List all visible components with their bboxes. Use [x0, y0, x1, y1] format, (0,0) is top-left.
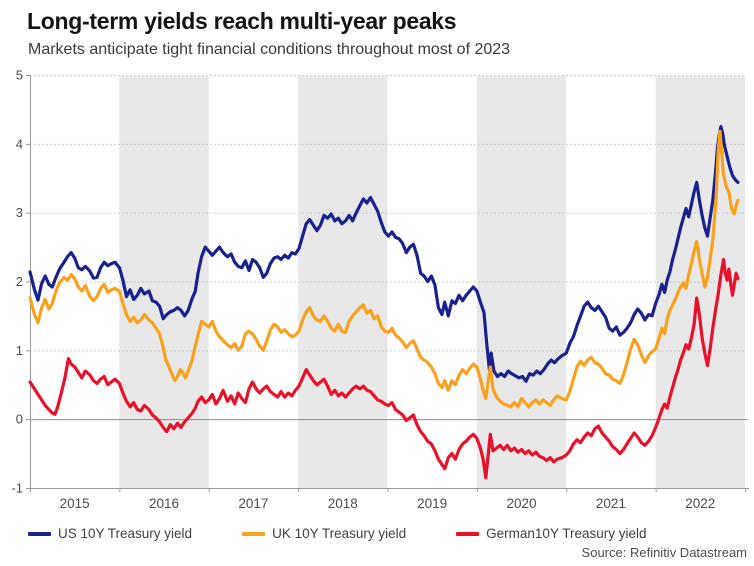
- x-tick-label: 2019: [417, 496, 447, 511]
- y-tick-label: 1: [16, 343, 23, 358]
- legend-item-us: US 10Y Treasury yield: [28, 526, 192, 541]
- x-tick-label: 2021: [596, 496, 626, 511]
- legend-label-us: US 10Y Treasury yield: [58, 526, 193, 541]
- x-tick-label: 2017: [238, 496, 268, 511]
- uk-10y-line: [28, 129, 740, 409]
- y-tick-label: 5: [16, 68, 23, 83]
- y-tick-label: -1: [11, 481, 23, 496]
- us-10y-line: [28, 124, 740, 383]
- source-label: Source: Refinitiv Datastream: [581, 545, 747, 560]
- us-line-swatch: [28, 531, 51, 536]
- x-tick-label: 2018: [328, 496, 358, 511]
- y-tick-label: 0: [16, 412, 23, 427]
- x-tick-label: 2016: [149, 496, 179, 511]
- legend-label-german: German10Y Treasury yield: [486, 526, 647, 541]
- legend-item-german: German10Y Treasury yield: [456, 526, 646, 541]
- uk-line-swatch: [242, 531, 266, 536]
- y-tick-label: 2: [16, 274, 23, 289]
- x-tick-label: 2022: [685, 496, 715, 511]
- x-tick-label: 2015: [60, 496, 90, 511]
- y-tick-label: 3: [16, 205, 23, 220]
- german-10y-line: [28, 257, 740, 480]
- chart-legend: US 10Y Treasury yield UK 10Y Treasury yi…: [28, 526, 646, 541]
- chart-subtitle: Markets anticipate tight financial condi…: [28, 41, 511, 58]
- german-line-swatch: [456, 531, 480, 536]
- x-tick-label: 2020: [507, 496, 537, 511]
- y-tick-label: 4: [16, 136, 23, 151]
- chart-title: Long-term yields reach multi-year peaks: [27, 8, 457, 34]
- legend-label-uk: UK 10Y Treasury yield: [272, 526, 407, 541]
- legend-item-uk: UK 10Y Treasury yield: [242, 526, 406, 541]
